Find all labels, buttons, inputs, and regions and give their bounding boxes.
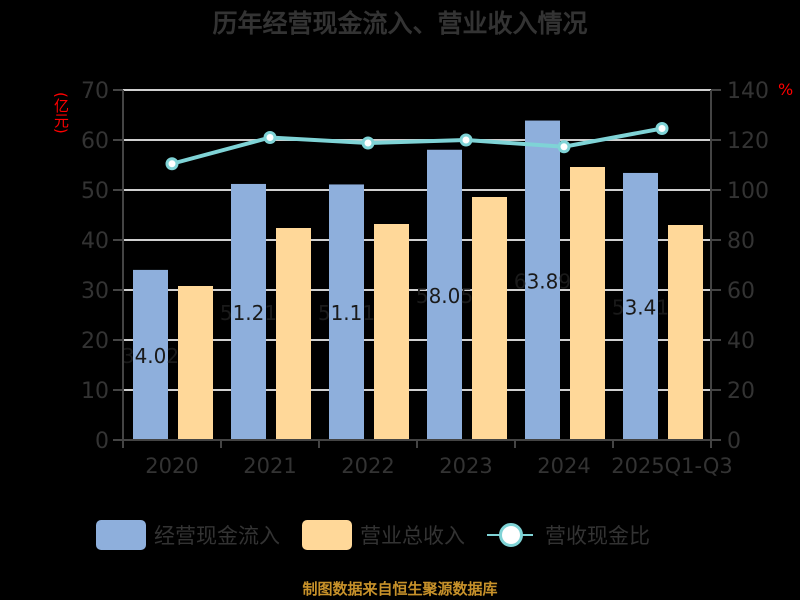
revenue-bar [472,197,507,440]
revenue-bar [276,228,311,440]
x-tick-label: 2024 [537,454,590,478]
right-tick-label: 60 [727,279,755,304]
left-tick-label: 60 [81,129,109,154]
x-tick-label: 2021 [243,454,296,478]
ratio-point-marker [165,157,179,171]
left-tick-label: 20 [81,329,109,354]
revenue-bar [668,225,703,440]
legend-label: 营业总收入 [360,524,465,548]
right-tick-label: 0 [727,429,741,454]
cash-inflow-bar [231,183,266,440]
right-axis-unit: % [778,80,794,99]
cash-inflow-swatch-icon [96,520,146,550]
legend: 经营现金流入 营业总收入 营收现金比 [96,518,672,552]
x-tick-label: 2025Q1-Q3 [611,454,733,478]
left-tick-label: 40 [81,229,109,254]
source-footnote: 制图数据来自恒生聚源数据库 [302,580,498,598]
right-tick-label: 40 [727,329,755,354]
x-tick-label: 2023 [439,454,492,478]
revenue-bar [374,224,409,440]
ratio-point-marker [263,131,277,144]
chart-title: 历年经营现金流入、营业收入情况 [212,9,588,38]
cash-inflow-data-label: 51.21 [220,301,277,325]
revenue-bar [178,286,213,440]
x-tick-label: 2022 [341,454,394,478]
right-tick-label: 20 [727,379,755,404]
cash-inflow-data-label: 58.05 [416,284,473,308]
cash-inflow-bar [329,184,364,440]
left-tick-label: 0 [95,429,109,454]
cash-inflow-data-label: 51.11 [318,301,375,325]
right-tick-label: 100 [727,179,769,204]
ratio-point-marker [459,133,473,147]
ratio-point-marker [557,140,571,154]
line-marker-icon [487,520,533,550]
cash-inflow-bar [623,172,658,440]
cash-inflow-bar [525,120,560,441]
legend-item-revenue[interactable]: 营业总收入 [302,520,465,550]
legend-item-ratio[interactable]: 营收现金比 [487,520,650,550]
legend-item-cash-inflow[interactable]: 经营现金流入 [96,520,280,550]
revenue-bar [570,167,605,440]
ratio-point-marker [655,122,669,135]
left-tick-label: 30 [81,279,109,304]
cash-inflow-data-label: 53.41 [612,295,669,319]
legend-label: 营收现金比 [545,524,650,548]
left-tick-label: 10 [81,379,109,404]
cash-inflow-data-label: 63.89 [514,269,571,293]
right-tick-label: 140 [727,79,769,104]
legend-label: 经营现金流入 [154,524,280,548]
left-tick-label: 50 [81,179,109,204]
x-tick-label: 2020 [145,454,198,478]
left-axis-unit: (亿元) [52,92,70,134]
right-tick-label: 120 [727,129,769,154]
cash-inflow-bar [427,149,462,440]
cash-inflow-bar [133,269,168,440]
ratio-line [171,126,663,166]
left-tick-label: 70 [81,79,109,104]
revenue-swatch-icon [302,520,352,550]
right-tick-label: 80 [727,229,755,254]
cash-inflow-data-label: 34.02 [122,344,179,368]
ratio-point-marker [361,136,375,150]
